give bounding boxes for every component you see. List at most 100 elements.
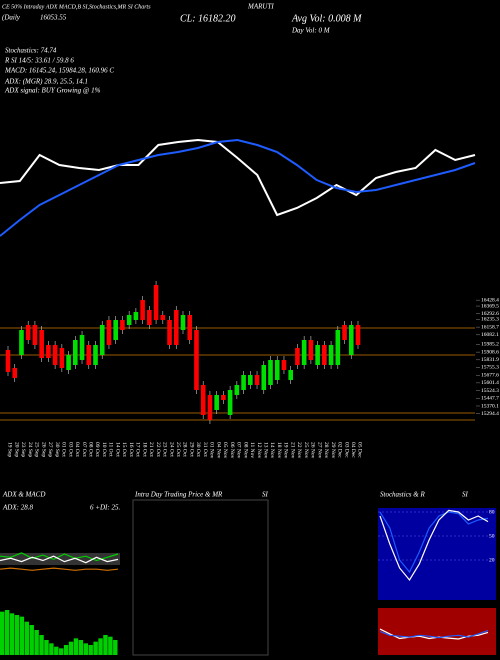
candle-body (214, 395, 219, 410)
macd-bar (108, 636, 113, 655)
x-tick-label: 07 Nov (236, 442, 242, 459)
candle-body (355, 325, 361, 345)
y-tick-label: 15294.4 (481, 411, 499, 417)
candle-body (113, 320, 118, 340)
x-tick-label: 04 Dec (350, 442, 356, 458)
rsi: R SI 14/5: 33.61 / 59.8 6 (4, 57, 74, 65)
candle-body (120, 320, 125, 330)
candle-body (153, 285, 159, 320)
candle-body (59, 348, 65, 368)
candle-body (241, 375, 246, 390)
x-tick-label: 25 Oct (175, 442, 181, 457)
x-tick-label: 03 Oct (67, 442, 73, 457)
x-tick-label: 28 Oct (182, 442, 188, 457)
candle-body (52, 345, 58, 365)
y-tick-label: 15524.3 (481, 388, 499, 394)
day-vol: Day Vol: 0 M (291, 27, 331, 35)
x-tick-label: 05 Nov (222, 442, 228, 459)
x-tick-label: 07 Oct (81, 442, 87, 457)
candle-body (342, 325, 347, 340)
candle-body (147, 310, 152, 325)
candle-body (73, 340, 78, 365)
candle-body (322, 345, 327, 365)
macd-bar (103, 635, 108, 655)
daily-value: 16053.55 (40, 14, 67, 22)
candle-body (288, 370, 293, 380)
panel-title: SI (462, 491, 469, 499)
line (379, 511, 489, 574)
x-tick-label: 13 Nov (263, 442, 269, 459)
macd-bar (49, 643, 54, 655)
x-tick-label: 23 Sep (20, 442, 26, 457)
candle-body (194, 330, 199, 390)
candle-body (221, 395, 226, 400)
y-tick-label: 15908.6 (481, 349, 499, 355)
x-tick-label: 25 Sep (34, 442, 40, 457)
candle-body (274, 360, 280, 380)
candle-body (133, 312, 139, 320)
candle-body (12, 368, 18, 378)
panel-label: 6 +DI: 25. (90, 504, 120, 512)
macd-bar (78, 640, 84, 655)
y-tick-label: 16369.5 (481, 303, 499, 309)
x-tick-label: 20 Sep (13, 442, 19, 457)
stoch-panel (378, 508, 496, 600)
panel-title: Intra Day Trading Price & MR (134, 491, 223, 499)
macd: MACD: 16145.24, 15984.28, 160.96 C (4, 67, 114, 75)
candle-body (207, 395, 213, 420)
daily: (Daily (2, 14, 21, 22)
candle-body (200, 385, 206, 415)
x-tick-label: 27 Nov (316, 442, 322, 459)
candle-body (25, 325, 31, 340)
candle-body (281, 360, 287, 370)
macd-bar (39, 635, 44, 655)
x-tick-label: 30 Oct (195, 442, 201, 457)
rsi-panel (378, 608, 496, 655)
x-tick-label: 24 Sep (27, 442, 33, 457)
candle-body (32, 325, 38, 345)
x-tick-label: 09 Oct (94, 442, 100, 457)
x-tick-label: 11 Nov (249, 442, 255, 458)
macd-bar (83, 643, 88, 655)
x-tick-label: 10 Oct (101, 442, 107, 457)
x-tick-label: 19 Nov (283, 442, 289, 459)
x-tick-label: 01 Oct (61, 442, 67, 457)
x-tick-label: 04 Oct (74, 442, 80, 457)
y-tick-label: 15601.4 (481, 380, 499, 386)
x-tick-label: 29 Nov (330, 442, 336, 459)
x-tick-label: 12 Nov (256, 442, 262, 459)
candle-body (5, 350, 11, 372)
x-tick-label: 18 Oct (141, 442, 147, 457)
macd-bar (68, 641, 74, 655)
panel-title: SI (262, 491, 269, 499)
x-tick-label: 16 Oct (128, 442, 134, 457)
x-tick-label: 08 Oct (88, 442, 94, 457)
x-tick-label: 26 Nov (310, 442, 316, 459)
candle-body (46, 345, 51, 358)
x-tick-label: 22 Nov (296, 442, 302, 459)
x-tick-label: 03 Dec (343, 442, 349, 458)
candle-body (66, 355, 71, 370)
y-tick-label: 20 (489, 557, 495, 563)
candle-body (227, 390, 233, 415)
x-tick-label: 06 Nov (229, 442, 235, 459)
candle-body (268, 360, 273, 385)
candle-body (301, 340, 307, 365)
macd-bar (113, 640, 118, 655)
macd-bar (63, 645, 69, 655)
line (379, 509, 489, 582)
candle-body (126, 315, 132, 325)
adx-signal: ADX signal: BUY Growing @ 1% (4, 87, 101, 95)
macd-bar (0, 611, 5, 655)
candle-body (295, 348, 300, 365)
line (379, 630, 489, 639)
y-tick-label: 15831.9 (481, 357, 499, 363)
intro: CE 50% Intraday ADX MACD,B SI,Stochastic… (2, 4, 151, 10)
candle-body (180, 315, 186, 330)
line (0, 138, 476, 217)
macd-bar (54, 646, 59, 655)
adx: ADX: (MGR) 28.9, 25.5, 14.1 (4, 78, 88, 86)
macd-bar (98, 638, 103, 655)
x-tick-label: 26 Sep (40, 442, 46, 457)
